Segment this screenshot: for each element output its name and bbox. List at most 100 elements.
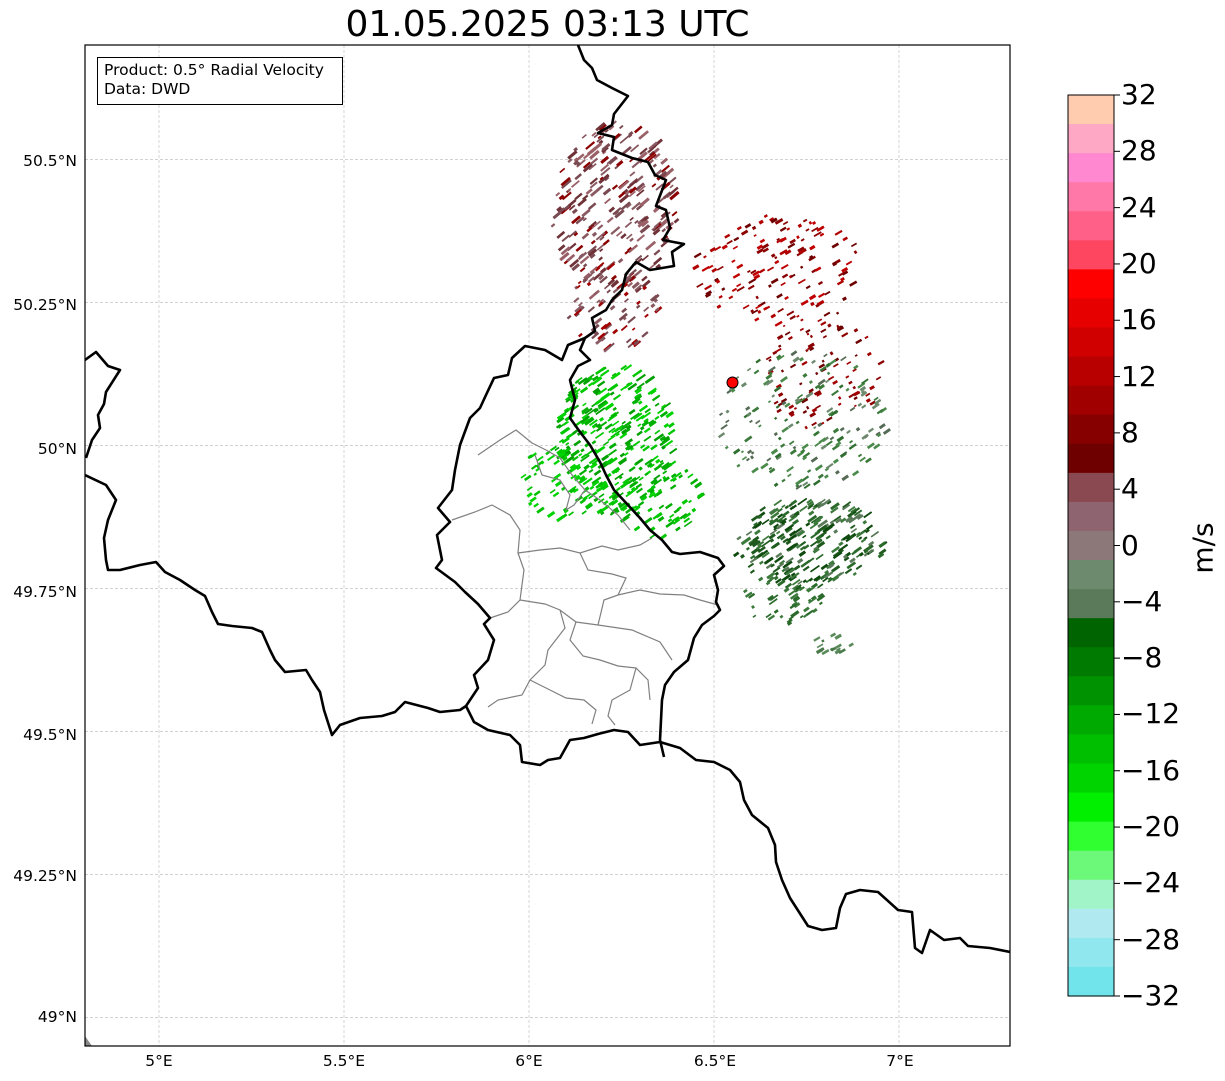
echo-cell <box>628 190 636 198</box>
echo-cell <box>653 464 662 472</box>
echo-cell <box>799 382 803 386</box>
echo-cell <box>641 254 649 262</box>
echo-cell <box>752 614 757 618</box>
echo-cell <box>876 433 882 438</box>
colorbar-segment <box>1068 676 1114 706</box>
radar-site-marker <box>726 376 739 389</box>
echo-cell <box>641 219 650 228</box>
echo-cell <box>709 247 716 253</box>
echo-cell <box>652 228 661 236</box>
echo-cell <box>790 273 796 278</box>
echo-cell <box>877 359 885 366</box>
echo-cell <box>546 510 556 519</box>
echo-cell <box>579 498 586 505</box>
echo-cell <box>568 198 577 207</box>
echo-cell <box>772 350 778 355</box>
echo-cell <box>637 185 646 193</box>
echo-cell <box>819 531 828 538</box>
echo-cell <box>758 268 766 274</box>
echo-cell <box>759 560 764 565</box>
echo-cell <box>616 159 624 167</box>
echo-cell <box>841 332 849 338</box>
echo-cell <box>817 519 828 528</box>
echo-cell <box>630 481 637 487</box>
echo-cell <box>768 467 776 474</box>
echo-cell <box>870 530 880 538</box>
echo-cell <box>853 364 859 370</box>
echo-cell <box>769 576 775 581</box>
echo-cell <box>520 473 527 479</box>
echo-cell <box>596 135 605 143</box>
echo-cell <box>755 358 761 364</box>
echo-cell <box>657 408 665 415</box>
echo-cell <box>653 455 659 460</box>
echo-cell <box>660 157 669 165</box>
echo-cell <box>817 318 823 323</box>
echo-cell <box>838 541 844 547</box>
echo-cell <box>550 223 556 228</box>
echo-cell <box>592 273 602 281</box>
y-tick-label: 50°N <box>37 440 77 458</box>
echo-cell <box>651 183 657 188</box>
echo-cell <box>584 407 593 415</box>
echo-cell <box>683 517 691 523</box>
echo-cell <box>588 163 597 171</box>
echo-cell <box>640 495 648 502</box>
echo-cell <box>656 491 663 497</box>
echo-cell <box>798 397 806 404</box>
echo-cell <box>648 145 657 153</box>
echo-cell <box>838 271 845 277</box>
echo-cell <box>597 224 604 230</box>
echo-cell <box>624 438 634 446</box>
echo-cell <box>850 507 858 514</box>
echo-cell <box>653 433 665 442</box>
colorbar-segment <box>1068 966 1114 997</box>
echo-cell <box>628 466 636 473</box>
echo-cell <box>767 400 772 404</box>
echo-cell <box>865 524 874 531</box>
border-belgium-netherlands <box>85 350 122 459</box>
echo-cell <box>607 413 618 422</box>
echo-cell <box>654 402 660 407</box>
colorbar-tick-label: −16 <box>1121 753 1181 787</box>
echo-cell <box>756 248 764 255</box>
echo-cell <box>800 299 809 306</box>
echo-cell <box>628 408 636 415</box>
echo-cell <box>755 304 762 310</box>
echo-cell <box>580 417 590 426</box>
echo-cell <box>825 362 831 368</box>
echo-cell <box>823 353 828 358</box>
echo-cell <box>801 397 809 404</box>
echo-cell <box>873 396 879 401</box>
echo-cell <box>662 470 668 475</box>
echo-cell <box>818 292 826 299</box>
colorbar-tick-label: −24 <box>1121 866 1181 900</box>
echo-cell <box>581 134 587 139</box>
echo-cell <box>650 444 658 451</box>
echo-cell <box>787 423 794 429</box>
echo-cell <box>773 575 779 581</box>
echo-cell <box>636 430 643 437</box>
echo-cell <box>665 520 675 529</box>
echo-cell <box>837 543 849 552</box>
echo-cell <box>746 412 751 417</box>
echo-cell <box>688 499 692 504</box>
echo-cell <box>540 461 545 465</box>
echo-cell <box>815 303 820 308</box>
echo-cell <box>809 334 814 339</box>
echo-cell <box>813 636 821 642</box>
echo-cell <box>768 466 773 470</box>
echo-cell <box>590 429 597 435</box>
colorbar-tick-label: 8 <box>1121 415 1139 449</box>
echo-cell <box>820 328 827 334</box>
echo-cell <box>790 499 798 506</box>
echo-cell <box>833 529 839 534</box>
echo-cell <box>632 475 641 483</box>
echo-cell <box>635 254 643 262</box>
echo-cell <box>648 419 655 425</box>
echo-cell <box>624 276 633 284</box>
echo-cell <box>563 453 570 458</box>
echo-cell <box>843 554 848 560</box>
border-luxembourg-france <box>464 705 1010 955</box>
echo-cell <box>561 191 572 201</box>
